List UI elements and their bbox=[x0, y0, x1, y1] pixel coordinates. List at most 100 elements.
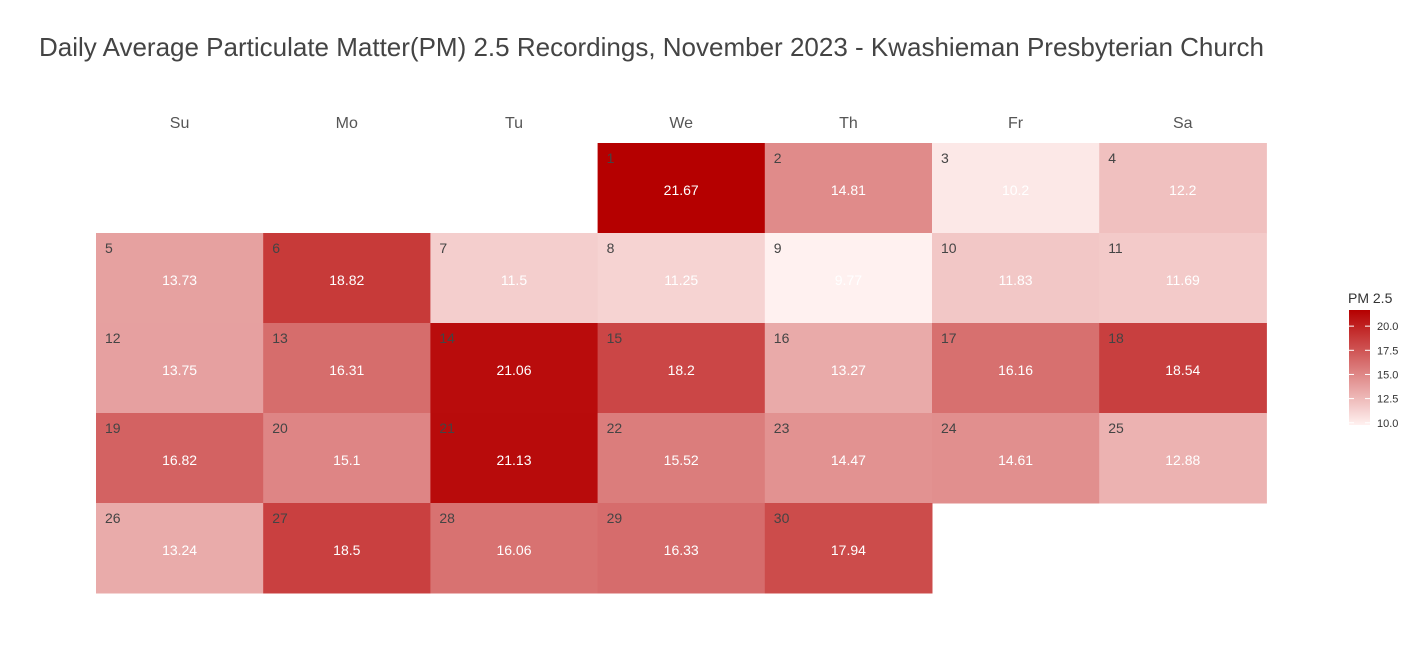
calendar-cell: 711.5 bbox=[430, 233, 599, 324]
cell-fill bbox=[1099, 233, 1267, 324]
day-value-label: 10.2 bbox=[1002, 182, 1029, 198]
day-value-label: 15.1 bbox=[333, 452, 360, 468]
day-value-label: 18.54 bbox=[1165, 362, 1200, 378]
calendar-cell: 11 11.69 bbox=[1099, 233, 1267, 324]
day-number: 19 bbox=[105, 420, 121, 436]
calendar-cell: 28 16.06 bbox=[430, 503, 599, 594]
day-number: 10 bbox=[941, 240, 957, 256]
day-number: 12 bbox=[105, 330, 121, 346]
cell-fill bbox=[263, 233, 431, 324]
weekday-header-th: Th bbox=[839, 115, 858, 132]
cell-fill bbox=[96, 233, 264, 324]
day-number: 26 bbox=[105, 510, 121, 526]
day-value-label: 16.31 bbox=[329, 362, 364, 378]
day-number: 3 bbox=[941, 150, 949, 166]
day-number: 27 bbox=[272, 510, 288, 526]
day-value-label: 12.88 bbox=[1165, 452, 1200, 468]
legend-tick-label: 10.0 bbox=[1377, 418, 1398, 430]
day-value-label: 18.2 bbox=[668, 362, 695, 378]
day-number: 25 bbox=[1108, 420, 1124, 436]
calendar-cell: 15 18.2 bbox=[597, 323, 766, 414]
cell-fill bbox=[96, 503, 264, 594]
day-number: 21 bbox=[439, 420, 455, 436]
cell-fill bbox=[1099, 413, 1267, 504]
cell-fill bbox=[263, 323, 431, 414]
cell-fill bbox=[764, 323, 933, 414]
cell-fill bbox=[932, 143, 1100, 234]
day-value-label: 15.52 bbox=[664, 452, 699, 468]
calendar-cell: 12 13.75 bbox=[96, 323, 264, 414]
day-number: 16 bbox=[774, 330, 790, 346]
legend-tick-label: 20.0 bbox=[1377, 321, 1398, 333]
day-value-label: 16.82 bbox=[162, 452, 197, 468]
calendar-cell: 10 11.83 bbox=[932, 233, 1100, 324]
calendar-cell: 26 13.24 bbox=[96, 503, 264, 594]
calendar-cell: 412.2 bbox=[1099, 143, 1267, 234]
calendar-cell: 811.25 bbox=[597, 233, 766, 324]
day-value-label: 13.24 bbox=[162, 542, 197, 558]
day-value-label: 13.27 bbox=[831, 362, 866, 378]
cell-fill bbox=[263, 413, 431, 504]
day-number: 28 bbox=[439, 510, 455, 526]
weekday-header-we: We bbox=[669, 115, 693, 132]
day-number: 14 bbox=[439, 330, 455, 346]
weekday-headers: Su Mo Tu We Th Fr Sa bbox=[170, 115, 1193, 132]
calendar-cells: 121.67214.81310.2412.2513.73618.82711.58… bbox=[96, 143, 1267, 594]
day-number: 30 bbox=[774, 510, 790, 526]
calendar-cell: 30 17.94 bbox=[764, 503, 933, 594]
calendar-cell: 99.77 bbox=[764, 233, 933, 324]
day-value-label: 13.75 bbox=[162, 362, 197, 378]
day-number: 6 bbox=[272, 240, 280, 256]
calendar-cell: 25 12.88 bbox=[1099, 413, 1267, 504]
cell-fill bbox=[597, 323, 766, 414]
day-number: 17 bbox=[941, 330, 957, 346]
legend-tick-label: 12.5 bbox=[1377, 394, 1398, 406]
weekday-header-sa: Sa bbox=[1173, 115, 1193, 132]
day-value-label: 11.69 bbox=[1166, 272, 1200, 288]
day-value-label: 11.83 bbox=[999, 272, 1033, 288]
cell-fill bbox=[764, 413, 933, 504]
day-value-label: 11.25 bbox=[664, 272, 698, 288]
cell-fill bbox=[96, 413, 264, 504]
cell-fill bbox=[932, 233, 1100, 324]
color-legend: PM 2.5 10.0 12.5 15.0 17.5 20.0 bbox=[1348, 290, 1398, 430]
day-value-label: 18.5 bbox=[333, 542, 360, 558]
day-number: 20 bbox=[272, 420, 288, 436]
cell-fill bbox=[263, 503, 431, 594]
day-number: 18 bbox=[1108, 330, 1124, 346]
day-number: 5 bbox=[105, 240, 113, 256]
day-number: 11 bbox=[1108, 240, 1123, 256]
weekday-header-su: Su bbox=[170, 115, 190, 132]
calendar-cell: 18 18.54 bbox=[1099, 323, 1267, 414]
cell-fill bbox=[597, 233, 766, 324]
cell-fill bbox=[1099, 323, 1267, 414]
cell-fill bbox=[1099, 143, 1267, 234]
calendar-cell: 17 16.16 bbox=[932, 323, 1100, 414]
day-number: 2 bbox=[774, 150, 782, 166]
cell-fill bbox=[430, 323, 599, 414]
day-value-label: 14.47 bbox=[831, 452, 866, 468]
day-value-label: 13.73 bbox=[162, 272, 197, 288]
calendar-cell: 27 18.5 bbox=[263, 503, 431, 594]
day-value-label: 16.16 bbox=[998, 362, 1033, 378]
calendar-cell: 14 21.06 bbox=[430, 323, 599, 414]
cell-fill bbox=[932, 323, 1100, 414]
cell-fill bbox=[764, 143, 933, 234]
day-number: 15 bbox=[607, 330, 623, 346]
legend-colorbar bbox=[1349, 310, 1370, 425]
day-number: 8 bbox=[607, 240, 615, 256]
calendar-cell: 618.82 bbox=[263, 233, 431, 324]
day-number: 1 bbox=[607, 150, 615, 166]
day-value-label: 21.13 bbox=[496, 452, 531, 468]
calendar-cell: 16 13.27 bbox=[764, 323, 933, 414]
legend-tick-label: 15.0 bbox=[1377, 369, 1398, 381]
calendar-cell: 29 16.33 bbox=[597, 503, 766, 594]
day-number: 9 bbox=[774, 240, 782, 256]
calendar-cell: 23 14.47 bbox=[764, 413, 933, 504]
day-number: 23 bbox=[774, 420, 790, 436]
day-value-label: 21.67 bbox=[664, 182, 699, 198]
day-number: 22 bbox=[607, 420, 623, 436]
calendar-cell: 19 16.82 bbox=[96, 413, 264, 504]
calendar-cell: 121.67 bbox=[597, 143, 766, 234]
cell-fill bbox=[597, 413, 766, 504]
